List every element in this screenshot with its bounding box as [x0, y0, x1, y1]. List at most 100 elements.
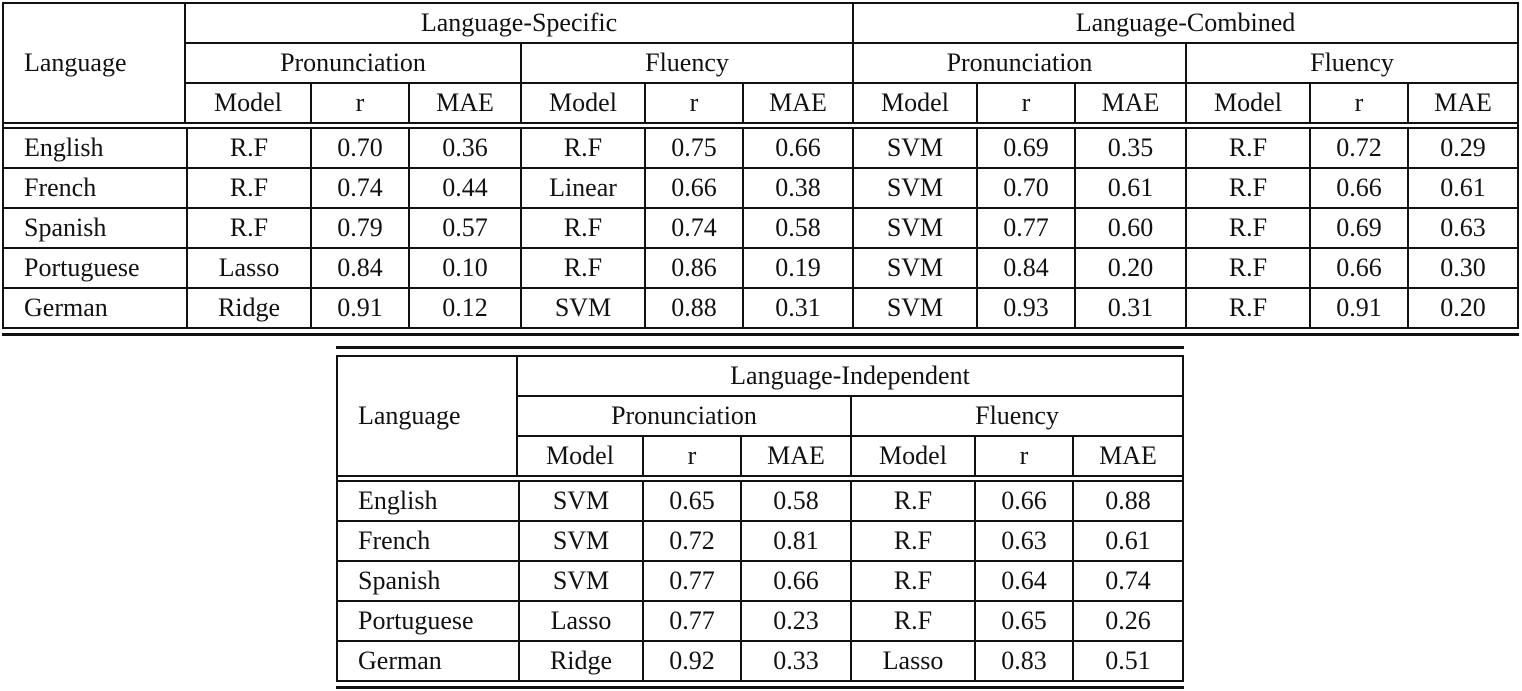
table-cell: SVM: [518, 482, 642, 520]
table-cell: Lasso: [186, 249, 310, 287]
table-cell: 0.31: [742, 289, 852, 327]
row-label-language: German: [358, 646, 442, 675]
table-cell: SVM: [852, 249, 976, 287]
table-row: Portuguese Lasso 0.84 0.10 R.F 0.86 0.19 SVM 0.8…: [4, 247, 1517, 287]
table-body: English R.F 0.70 0.36 R.F 0.75 0.66 SVM 0.69 0.35…: [2, 129, 1519, 329]
table-cell: 0.61: [1074, 169, 1185, 207]
row-label-language: Spanish: [358, 566, 441, 595]
table-cell: 0.29: [1407, 129, 1517, 167]
table-cell: 0.74: [644, 209, 742, 247]
table-cell: 0.60: [1074, 209, 1185, 247]
table-cell: R.F: [186, 209, 310, 247]
results-table-language-specific-combined: Language Language-Specific Language-Comb…: [2, 2, 1519, 336]
table-cell: 0.12: [408, 289, 520, 327]
column-header-r: r: [642, 437, 740, 475]
column-header-mae: MAE: [740, 437, 850, 475]
table-cell: 0.65: [974, 602, 1072, 640]
table-cell: 0.65: [642, 482, 740, 520]
table-cell: 0.63: [1407, 209, 1517, 247]
table-cell: R.F: [186, 169, 310, 207]
table-cell: 0.79: [310, 209, 408, 247]
row-label-language: Spanish: [24, 213, 107, 242]
table-cell: 0.26: [1072, 602, 1182, 640]
table-cell: 0.72: [1309, 129, 1407, 167]
group-header-language-independent: Language-Independent: [730, 361, 970, 390]
table-cell: R.F: [850, 522, 974, 560]
table-cell: 0.83: [974, 642, 1072, 680]
column-header-mae: MAE: [1074, 84, 1185, 122]
table-cell: 0.93: [976, 289, 1074, 327]
table-cell: R.F: [850, 602, 974, 640]
table-cell: 0.61: [1072, 522, 1182, 560]
table-cell: 0.74: [310, 169, 408, 207]
table-cell: SVM: [518, 562, 642, 600]
table-cell: 0.84: [976, 249, 1074, 287]
corner-header-language: Language: [24, 48, 127, 77]
table-cell: R.F: [186, 129, 310, 167]
table-cell: R.F: [520, 249, 644, 287]
table-row: Spanish SVM 0.77 0.66 R.F 0.64 0.74: [338, 560, 1182, 600]
table-cell: 0.33: [740, 642, 850, 680]
table-cell: 0.20: [1407, 289, 1517, 327]
table-cell: Lasso: [518, 602, 642, 640]
row-label-language: German: [24, 293, 108, 322]
row-label-language: French: [24, 173, 97, 202]
table-cell: 0.70: [310, 129, 408, 167]
row-label-language: Portuguese: [24, 253, 140, 282]
table-cell: 0.66: [742, 129, 852, 167]
table-header: Language Language-Independent Pronunciat…: [336, 355, 1184, 477]
table-cell: 0.51: [1072, 642, 1182, 680]
table-cell: 0.10: [408, 249, 520, 287]
table-cell: 0.38: [742, 169, 852, 207]
table-cell: R.F: [850, 482, 974, 520]
table-cell: SVM: [852, 209, 976, 247]
table-cell: 0.23: [740, 602, 850, 640]
table-row: Spanish R.F 0.79 0.57 R.F 0.74 0.58 SVM 0.77 0.60…: [4, 207, 1517, 247]
column-header-mae: MAE: [1072, 437, 1182, 475]
table-cell: 0.66: [1309, 169, 1407, 207]
group-header-language-combined: Language-Combined: [852, 4, 1517, 42]
table-row: French R.F 0.74 0.44 Linear 0.66 0.38 SVM 0.70 0.…: [4, 167, 1517, 207]
table-cell: 0.81: [740, 522, 850, 560]
table-cell: 0.31: [1074, 289, 1185, 327]
table-cell: R.F: [520, 209, 644, 247]
table-cell: Linear: [520, 169, 644, 207]
table-cell: SVM: [518, 522, 642, 560]
table-cell: 0.66: [644, 169, 742, 207]
table-cell: R.F: [1185, 169, 1309, 207]
corner-header-language: Language: [358, 401, 461, 430]
table-cell: 0.20: [1074, 249, 1185, 287]
table-cell: 0.88: [1072, 482, 1182, 520]
column-header-r: r: [1309, 84, 1407, 122]
table-cell: SVM: [852, 169, 976, 207]
subgroup-header: Fluency: [1185, 44, 1517, 82]
table-cell: Ridge: [186, 289, 310, 327]
table-cell: 0.36: [408, 129, 520, 167]
table-cell: 0.72: [642, 522, 740, 560]
table-cell: 0.30: [1407, 249, 1517, 287]
table-cell: SVM: [520, 289, 644, 327]
table-cell: 0.44: [408, 169, 520, 207]
table-body: English SVM 0.65 0.58 R.F 0.66 0.88 French SVM 0.…: [336, 482, 1184, 682]
row-label-language: English: [24, 133, 104, 162]
table-cell: 0.66: [974, 482, 1072, 520]
column-header-model: Model: [214, 88, 282, 117]
table-row: German Ridge 0.92 0.33 Lasso 0.83 0.51: [338, 640, 1182, 680]
table-cell: 0.91: [1309, 289, 1407, 327]
table-cell: 0.86: [644, 249, 742, 287]
table-cell: R.F: [1185, 249, 1309, 287]
column-header-model: Model: [852, 84, 976, 122]
table-row: English SVM 0.65 0.58 R.F 0.66 0.88: [338, 482, 1182, 520]
column-header-mae: MAE: [742, 84, 852, 122]
table-cell: 0.35: [1074, 129, 1185, 167]
subgroup-header: Fluency: [850, 397, 1182, 435]
table-row: German Ridge 0.91 0.12 SVM 0.88 0.31 SVM 0.93 0.3…: [4, 287, 1517, 327]
subgroup-header: Pronunciation: [611, 401, 757, 430]
table-cell: 0.66: [1309, 249, 1407, 287]
table-cell: 0.19: [742, 249, 852, 287]
table-header: Language Language-Specific Language-Comb…: [2, 2, 1519, 124]
table-cell: 0.58: [740, 482, 850, 520]
table-cell: 0.74: [1072, 562, 1182, 600]
table-cell: 0.77: [642, 602, 740, 640]
table-row: English R.F 0.70 0.36 R.F 0.75 0.66 SVM 0.69 0.35…: [4, 129, 1517, 167]
